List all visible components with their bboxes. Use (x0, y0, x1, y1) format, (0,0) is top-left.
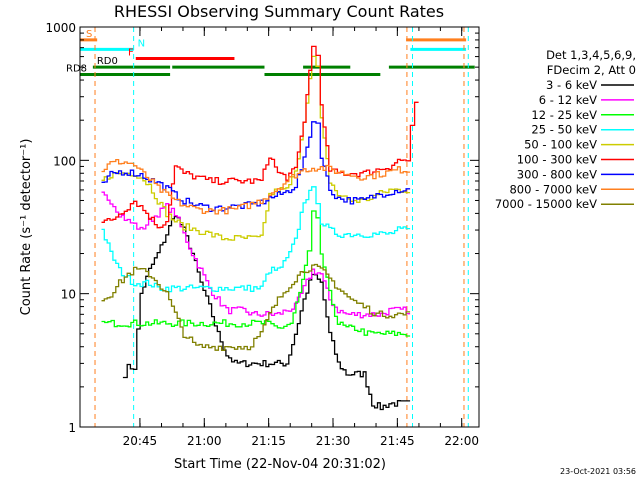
y-axis-label: Count Rate (s⁻¹ detector⁻¹) (19, 139, 34, 316)
y-tick-label: 10 (61, 288, 76, 302)
flag-label-rd8: RD8 (66, 64, 87, 75)
x-tick-label: 22:00 (444, 434, 479, 448)
y-axis-ticks: 1 10 100 1000 (45, 21, 479, 435)
flag-label-n: N (138, 38, 145, 49)
legend-header-line-1: Det 1,3,4,5,6,9, (546, 48, 636, 62)
flag-label-rd0: RD0 (97, 56, 118, 67)
legend-label-7000-15000-kev: 7000 - 15000 keV (495, 197, 597, 211)
x-axis-ticks: 20:45 21:00 21:15 21:30 21:45 22:00 (123, 27, 479, 448)
legend-label-6-12-kev: 6 - 12 keV (539, 93, 597, 107)
vertical-markers-layer (94, 27, 469, 427)
series-line-25-50-kev (101, 186, 411, 293)
x-axis-label: Start Time (22-Nov-04 20:31:02) (174, 457, 386, 472)
legend-label-25-50-kev: 25 - 50 keV (531, 123, 597, 137)
x-tick-label: 21:30 (316, 434, 351, 448)
footer-date: 23-Oct-2021 03:56 (560, 467, 636, 476)
legend-label-100-300-kev: 100 - 300 keV (517, 153, 597, 167)
legend-header-line-2: FDecim 2, Att 0 (547, 63, 636, 77)
x-tick-label: 21:45 (380, 434, 415, 448)
x-tick-label: 21:15 (251, 434, 286, 448)
legend-label-800-7000-kev: 800 - 7000 keV (509, 182, 597, 196)
legend: Det 1,3,4,5,6,9, FDecim 2, Att 0 3 - 6 k… (495, 48, 636, 211)
y-tick-label: 100 (53, 154, 76, 168)
series-line-7000-15000-kev (101, 263, 411, 351)
plot-frame (79, 26, 480, 428)
legend-label-3-6-kev: 3 - 6 keV (546, 78, 597, 92)
y-tick-label: 1000 (45, 21, 76, 35)
series-line-3-6-kev (122, 215, 411, 411)
series-layer (101, 45, 419, 411)
flag-label-s: S (86, 29, 92, 40)
legend-label-12-25-kev: 12 - 25 keV (531, 108, 597, 122)
series-line-800-7000-kev (101, 158, 411, 215)
series-line-12-25-kev (101, 210, 411, 337)
x-tick-label: 21:00 (187, 434, 222, 448)
flag-label-f: F (128, 48, 134, 59)
chart-title: RHESSI Observing Summary Count Rates (114, 2, 444, 21)
y-tick-label: 1 (68, 421, 76, 435)
series-line-100-300-kev (101, 45, 419, 229)
x-tick-label: 20:45 (123, 434, 158, 448)
legend-label-300-800-kev: 300 - 800 keV (517, 167, 597, 181)
series-line-50-100-kev (101, 55, 411, 241)
legend-label-50-100-kev: 50 - 100 keV (524, 138, 597, 152)
